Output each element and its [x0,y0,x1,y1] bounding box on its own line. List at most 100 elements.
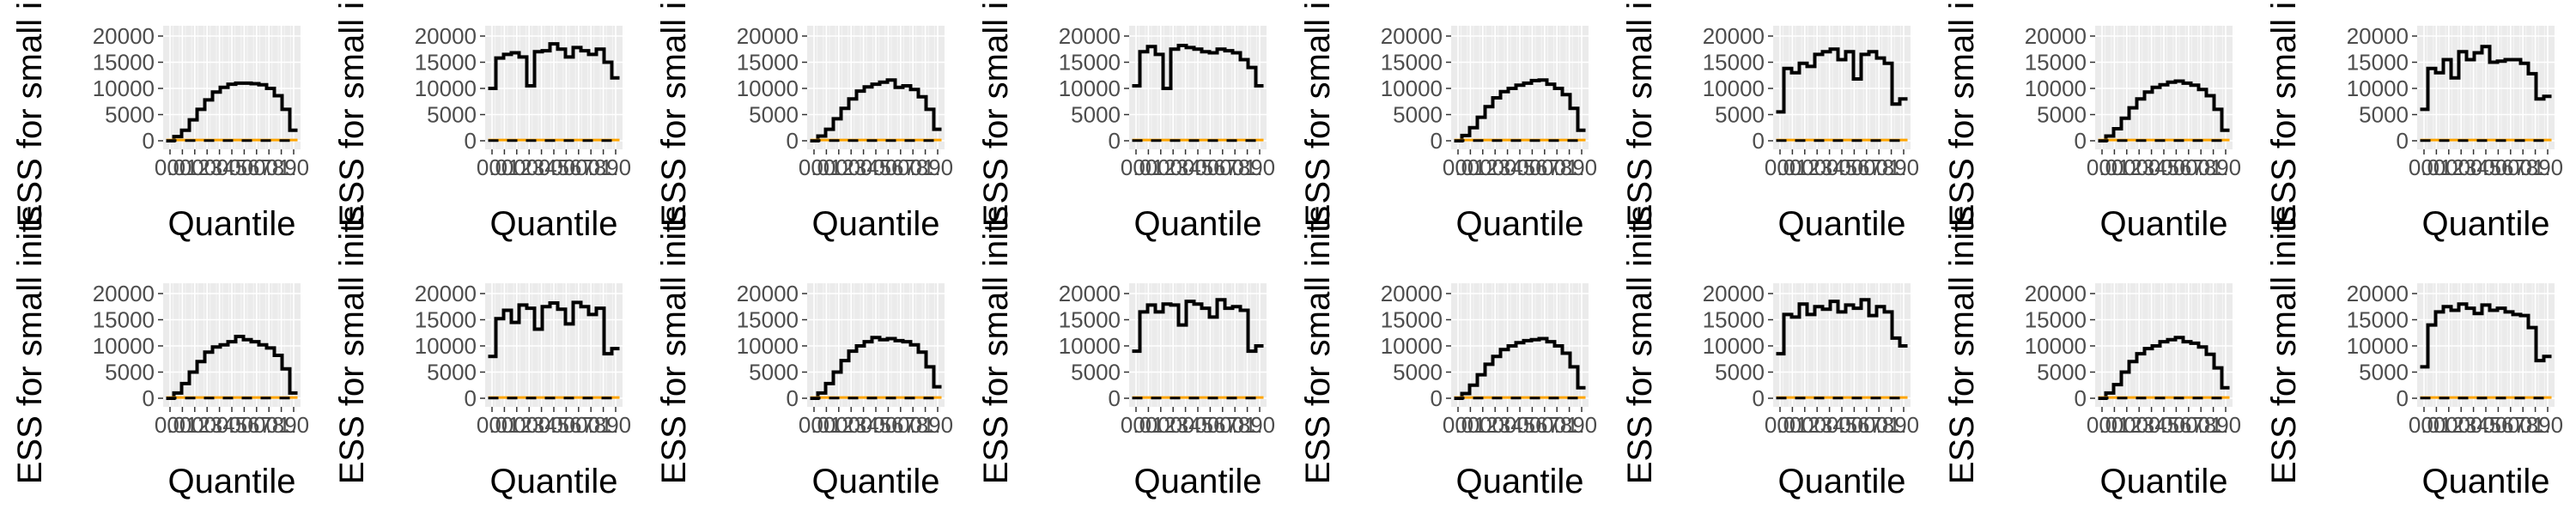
x-axis-title: Quantile [1778,463,1906,500]
y-tick-label: 5000 [2037,360,2087,385]
y-tick-label: 0 [465,385,477,411]
x-tick-label: 0.9 [266,154,297,180]
x-tick-label: 0.5 [2148,412,2179,438]
x-tick-label: 0.7 [241,154,272,180]
y-axis-title: ESS for small inits [977,206,1015,485]
x-tick-label: 1.0 [1888,412,1919,438]
x-tick-label: 0.7 [2173,412,2204,438]
y-tick-label: 5000 [427,102,477,128]
y-tick-label: 10000 [1381,333,1443,359]
x-tick-label: 0.6 [872,412,903,438]
x-tick-label: 0.9 [2198,154,2229,180]
x-tick-label: 0.6 [228,154,259,180]
x-tick-label: 1.0 [278,412,309,438]
x-tick-label: 0.8 [1219,412,1250,438]
x-tick-label: 1.0 [1566,154,1597,180]
panel-6: 050001000015000200000.00.10.20.30.40.50.… [1621,0,1919,243]
x-tick-label: 0.1 [1777,412,1807,438]
x-tick-label: 0.3 [1157,412,1188,438]
x-tick-label: 0.3 [835,154,866,180]
y-tick-label: 15000 [737,307,799,333]
x-tick-label: 0.0 [2087,412,2117,438]
x-tick-label: 0.5 [1182,154,1213,180]
x-tick-label: 0.4 [526,154,557,180]
x-tick-label: 0.7 [2495,412,2526,438]
x-tick-label: 0.3 [1479,412,1510,438]
y-tick-label: 10000 [1703,333,1765,359]
y-tick-label: 10000 [93,333,155,359]
y-tick-label: 5000 [2359,102,2409,128]
y-tick-label: 20000 [2025,23,2087,49]
y-tick-label: 0 [1109,128,1121,154]
x-tick-label: 1.0 [600,412,631,438]
x-tick-label: 0.8 [1863,154,1894,180]
x-tick-label: 0.8 [1219,154,1250,180]
x-tick-label: 0.0 [477,412,507,438]
x-tick-label: 0.0 [1121,154,1151,180]
x-axis-title: Quantile [2422,463,2550,500]
x-tick-label: 0.8 [2507,412,2538,438]
x-tick-label: 0.5 [1504,412,1535,438]
x-tick-label: 0.6 [1516,412,1547,438]
y-tick-label: 10000 [737,333,799,359]
x-tick-label: 0.6 [872,154,903,180]
panel-1: 050001000015000200000.00.10.20.30.40.50.… [11,0,309,243]
series-line-1 [488,42,620,90]
y-axis-title: ESS for small inits [333,0,371,227]
x-tick-label: 0.5 [1182,412,1213,438]
y-tick-label: 5000 [2359,360,2409,385]
x-tick-label: 0.7 [1529,154,1560,180]
x-tick-label: 0.8 [897,412,928,438]
x-tick-label: 0.1 [2421,154,2451,180]
x-tick-label: 0.8 [253,154,284,180]
x-tick-label: 0.2 [1145,154,1176,180]
x-tick-label: 0.3 [2445,412,2476,438]
x-axis-title: Quantile [1456,205,1584,243]
y-tick-label: 5000 [1715,360,1765,385]
panel-3: 050001000015000200000.00.10.20.30.40.50.… [655,0,953,243]
x-tick-label: 0.6 [228,412,259,438]
x-tick-label: 1.0 [600,154,631,180]
y-tick-label: 0 [465,128,477,154]
x-tick-label: 1.0 [2532,412,2563,438]
x-tick-label: 1.0 [2210,154,2241,180]
x-tick-label: 0.4 [204,154,235,180]
y-tick-label: 10000 [2025,333,2087,359]
x-tick-label: 0.8 [2185,154,2216,180]
series-line-1 [1454,336,1586,400]
panel-16: 050001000015000200000.00.10.20.30.40.50.… [2265,206,2563,500]
x-axis-title: Quantile [1456,463,1584,500]
y-axis-title: ESS for small inits [11,206,49,485]
x-tick-label: 0.2 [823,154,854,180]
x-tick-label: 0.7 [2495,154,2526,180]
y-axis-title: ESS for small inits [1299,206,1337,485]
x-tick-label: 0.0 [155,412,185,438]
y-tick-label: 15000 [1703,50,1765,76]
x-tick-label: 0.4 [2458,154,2489,180]
x-tick-label: 0.7 [1207,412,1238,438]
x-tick-label: 0.9 [1232,154,1263,180]
y-tick-label: 5000 [1393,102,1443,128]
x-tick-label: 0.9 [2520,412,2551,438]
y-axis-title: ESS for small inits [2265,206,2303,485]
panel-7: 050001000015000200000.00.10.20.30.40.50.… [1943,0,2241,243]
y-tick-label: 5000 [427,360,477,385]
x-tick-label: 1.0 [1244,412,1275,438]
y-tick-label: 0 [2397,128,2409,154]
x-tick-label: 0.5 [1504,154,1535,180]
y-tick-label: 0 [143,128,155,154]
y-tick-label: 0 [2075,385,2087,411]
x-tick-label: 0.4 [1170,412,1201,438]
x-tick-label: 0.2 [2433,154,2464,180]
y-tick-label: 20000 [415,281,477,306]
x-tick-label: 0.2 [1789,412,1820,438]
x-tick-label: 0.0 [1765,412,1795,438]
y-tick-label: 0 [787,128,799,154]
x-axis-title: Quantile [490,205,618,243]
x-tick-label: 0.0 [2409,412,2439,438]
y-tick-label: 0 [1753,385,1765,411]
x-axis-title: Quantile [490,463,618,500]
y-tick-label: 10000 [737,76,799,101]
y-tick-label: 0 [2397,385,2409,411]
x-tick-label: 0.2 [1467,412,1498,438]
